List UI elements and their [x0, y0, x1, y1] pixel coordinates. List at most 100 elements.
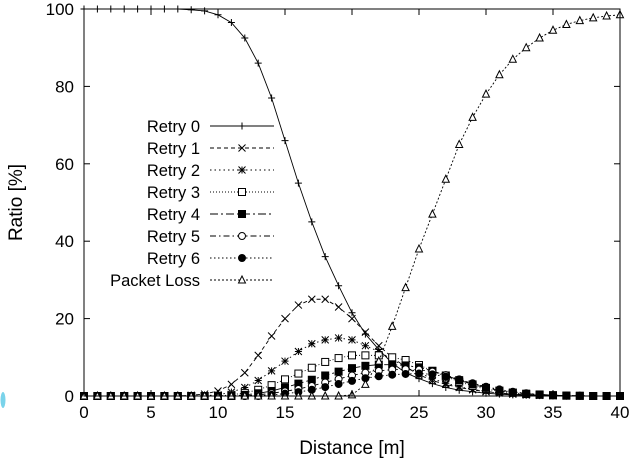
cyan-edge-mark: [0, 392, 6, 408]
data-point-star: [455, 382, 464, 391]
data-point-triangle-open: [374, 356, 384, 365]
data-point-triangle-open: [401, 282, 410, 292]
data-point-triangle-open: [428, 208, 437, 218]
x-tick-label: 30: [477, 403, 496, 422]
data-point-triangle-open: [495, 69, 504, 79]
x-axis-title: Distance [m]: [299, 438, 405, 459]
data-point-triangle-open: [441, 174, 451, 183]
series-line: [84, 364, 620, 397]
x-tick-label: 0: [79, 403, 88, 422]
data-point-star: [238, 166, 246, 174]
data-point-star: [240, 383, 249, 392]
data-point-x: [334, 303, 343, 311]
legend-label: Retry 1: [147, 140, 200, 158]
data-point-triangle-open: [508, 54, 518, 63]
data-point-circle-filled: [428, 370, 437, 379]
data-point-plus: [241, 34, 249, 42]
data-point-circle-filled: [468, 379, 477, 388]
data-point-x: [321, 295, 330, 304]
x-tick-label: 10: [209, 403, 228, 422]
y-tick-label: 60: [55, 155, 74, 174]
y-tick-label: 100: [46, 0, 74, 19]
data-point-square-open: [281, 375, 289, 384]
legend-label: Retry 4: [147, 206, 200, 224]
data-point-square-filled: [361, 361, 370, 370]
data-point-square-open: [238, 188, 246, 196]
legend-label: Retry 2: [147, 162, 200, 180]
data-point-plus: [254, 59, 262, 67]
data-point-star: [321, 336, 330, 344]
data-point-triangle-open: [602, 10, 611, 20]
data-point-triangle-open: [562, 19, 571, 28]
y-tick-label: 0: [65, 387, 74, 406]
data-point-circle-filled: [348, 376, 356, 385]
x-tick-label: 40: [611, 403, 630, 422]
legend-label: Retry 0: [147, 118, 200, 136]
data-point-x: [240, 368, 249, 377]
data-point-star: [267, 366, 276, 375]
legend-label: Retry 3: [147, 184, 200, 202]
data-point-square-filled: [321, 371, 330, 380]
data-point-circle-filled: [415, 369, 423, 378]
data-point-plus: [335, 282, 343, 290]
data-point-x: [294, 301, 303, 309]
data-point-plus: [227, 19, 235, 27]
data-point-plus: [321, 253, 329, 261]
y-tick-label: 20: [55, 310, 74, 329]
data-point-x: [307, 295, 316, 304]
data-point-square-open: [348, 351, 356, 360]
data-point-circle-filled: [535, 390, 544, 399]
data-point-x: [238, 144, 246, 152]
data-point-triangle-open: [468, 112, 477, 121]
data-point-plus: [187, 6, 195, 14]
data-point-square-open: [294, 369, 303, 378]
legend-label: Packet Loss: [110, 272, 200, 290]
data-point-circle-open: [238, 232, 246, 240]
data-point-triangle-open: [361, 379, 370, 388]
data-point-star: [441, 379, 450, 388]
data-point-circle-filled: [522, 389, 531, 398]
data-point-square-filled: [334, 367, 343, 376]
data-point-star: [254, 376, 263, 385]
data-point-triangle-open: [575, 15, 585, 25]
data-point-plus: [201, 7, 209, 15]
data-point-square-open: [321, 357, 330, 366]
data-point-square-filled: [348, 364, 356, 373]
x-tick-label: 5: [146, 403, 155, 422]
data-point-triangle-open: [387, 321, 397, 330]
data-point-star: [361, 341, 370, 350]
data-point-circle-filled: [321, 383, 330, 392]
x-tick-label: 20: [343, 403, 362, 422]
ticks-layer: 0 5 10 15 20 25 30 35 40 0 20 40 60 80 100: [46, 0, 630, 422]
x-tick-label: 35: [544, 403, 563, 422]
data-point-square-open: [388, 353, 397, 362]
data-point-triangle-open: [535, 32, 544, 42]
data-point-square-open: [361, 351, 370, 360]
data-point-star: [307, 339, 316, 348]
data-point-circle-filled: [441, 372, 450, 381]
y-tick-label: 80: [55, 77, 74, 96]
data-point-x: [348, 314, 356, 323]
data-point-triangle-open: [521, 42, 531, 52]
data-point-x: [267, 332, 276, 340]
data-point-circle-filled: [374, 372, 383, 381]
data-point-star: [281, 357, 289, 366]
data-point-plus: [308, 218, 316, 226]
data-point-x: [227, 380, 236, 389]
data-point-triangle-open: [454, 139, 464, 148]
data-point-circle-filled: [508, 387, 517, 396]
data-point-triangle-open: [481, 89, 491, 98]
data-point-plus: [348, 309, 356, 317]
data-point-triangle-open: [237, 274, 247, 284]
legend-label: Retry 5: [147, 228, 200, 246]
data-point-circle-filled: [495, 385, 504, 394]
x-tick-label: 25: [410, 403, 429, 422]
data-point-circle-filled: [238, 254, 246, 262]
data-point-star: [348, 336, 356, 344]
data-point-plus: [238, 122, 246, 130]
legend: Retry 0 Retry 1 Retry 2 Retry 3 Retry 4 Retry…: [110, 118, 274, 290]
data-point-plus: [281, 137, 289, 145]
data-point-circle-filled: [401, 369, 410, 378]
series-line: [84, 337, 620, 397]
